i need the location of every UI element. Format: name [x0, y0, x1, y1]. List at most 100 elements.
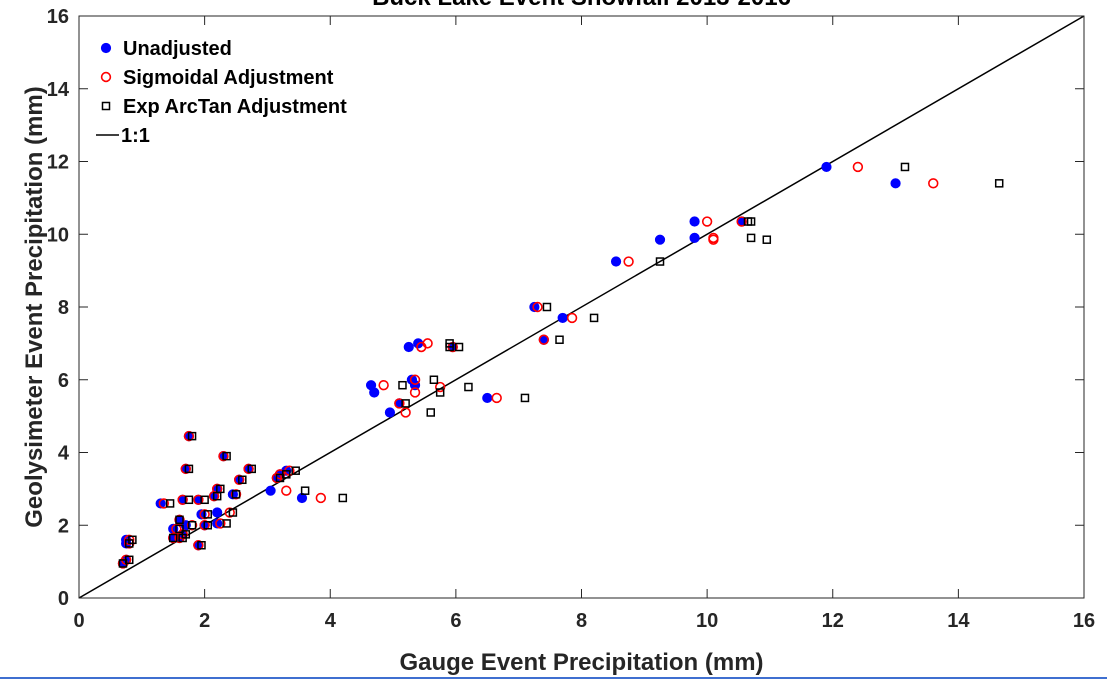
- data-point: [338, 493, 348, 503]
- data-point: [282, 470, 291, 479]
- data-point: [746, 233, 756, 243]
- data-point: [125, 555, 134, 565]
- legend-marker: [101, 101, 111, 111]
- data-point: [291, 466, 300, 475]
- data-point: [180, 463, 191, 475]
- data-point: [230, 489, 242, 500]
- x-tick-label: 4: [325, 610, 337, 632]
- series-exp-arctan-adjustment: [118, 162, 1004, 568]
- data-point: [281, 485, 292, 496]
- data-point: [890, 178, 901, 189]
- data-point: [623, 256, 634, 267]
- x-tick-label: 10: [696, 610, 718, 632]
- data-point: [434, 381, 446, 393]
- data-point: [199, 509, 210, 520]
- data-point: [538, 334, 550, 345]
- series-sigmoidal-adjustment: [117, 161, 939, 569]
- data-point: [689, 232, 700, 243]
- data-point: [464, 382, 473, 392]
- data-point: [274, 469, 286, 480]
- data-point: [315, 492, 327, 504]
- data-point: [445, 339, 454, 348]
- data-point: [231, 490, 241, 499]
- data-point: [203, 521, 213, 530]
- data-point: [610, 256, 622, 267]
- data-point: [555, 335, 564, 344]
- data-point: [222, 519, 231, 528]
- data-point: [183, 430, 195, 442]
- x-tick-label: 2: [199, 610, 210, 632]
- y-tick-label: 6: [58, 370, 69, 392]
- data-point: [994, 179, 1004, 188]
- legend-marker: [100, 71, 112, 83]
- data-point: [155, 498, 166, 509]
- data-point: [186, 520, 198, 531]
- y-tick-label: 10: [47, 224, 69, 246]
- data-point: [187, 431, 197, 441]
- data-point: [124, 534, 135, 545]
- data-point: [187, 521, 197, 530]
- legend-label: Exp ArcTan Adjustment: [123, 96, 347, 118]
- data-point: [212, 507, 223, 518]
- data-point: [900, 162, 910, 172]
- data-point: [821, 161, 832, 173]
- data-point: [454, 342, 464, 352]
- y-tick-label: 4: [58, 443, 70, 465]
- data-point: [168, 532, 179, 544]
- data-point: [181, 530, 191, 539]
- data-point: [400, 407, 411, 418]
- y-axis-label: Geolysimeter Event Precipitation (mm): [21, 86, 48, 527]
- data-point: [128, 535, 137, 545]
- data-point: [520, 393, 530, 403]
- data-point: [708, 232, 719, 244]
- data-point: [394, 398, 405, 409]
- x-tick-label: 0: [73, 610, 84, 632]
- y-tick-label: 8: [58, 297, 69, 319]
- data-point: [233, 474, 245, 485]
- data-point: [762, 235, 772, 244]
- data-point: [174, 514, 185, 525]
- legend-label: Unadjusted: [123, 38, 232, 60]
- data-point: [197, 541, 206, 550]
- data-point: [265, 485, 276, 496]
- data-point: [200, 495, 209, 505]
- legend-label: 1:1: [121, 125, 150, 147]
- x-tick-label: 8: [576, 610, 587, 632]
- data-point: [184, 464, 194, 474]
- data-point: [215, 518, 226, 529]
- y-tick-label: 2: [58, 515, 69, 537]
- data-point: [435, 388, 445, 397]
- legend-marker: [100, 42, 112, 54]
- data-point: [589, 313, 599, 323]
- data-point: [491, 392, 502, 404]
- data-point: [216, 484, 225, 494]
- bottom-rule: [0, 677, 1107, 679]
- data-point: [378, 380, 389, 391]
- data-point: [158, 498, 169, 509]
- data-point: [218, 450, 229, 462]
- data-point: [746, 217, 756, 226]
- data-point: [398, 380, 407, 390]
- data-point: [193, 540, 204, 551]
- data-point: [654, 234, 666, 245]
- x-axis-label: Gauge Event Precipitation (mm): [399, 649, 763, 676]
- x-tick-label: 14: [947, 610, 970, 632]
- data-point: [369, 387, 380, 398]
- data-point: [300, 486, 310, 495]
- data-point: [928, 178, 939, 189]
- data-point: [175, 524, 184, 534]
- data-point: [655, 257, 665, 266]
- data-point: [224, 507, 235, 518]
- data-point: [532, 301, 543, 313]
- data-point: [228, 508, 238, 517]
- data-point: [203, 510, 213, 519]
- data-point: [193, 494, 204, 505]
- data-point: [429, 375, 439, 384]
- data-point: [736, 216, 747, 227]
- data-point: [247, 464, 256, 474]
- data-point: [529, 301, 540, 313]
- data-point: [175, 515, 184, 525]
- one-to-one-line: [78, 15, 1085, 599]
- data-point: [177, 494, 188, 505]
- y-tick-label: 12: [47, 152, 69, 174]
